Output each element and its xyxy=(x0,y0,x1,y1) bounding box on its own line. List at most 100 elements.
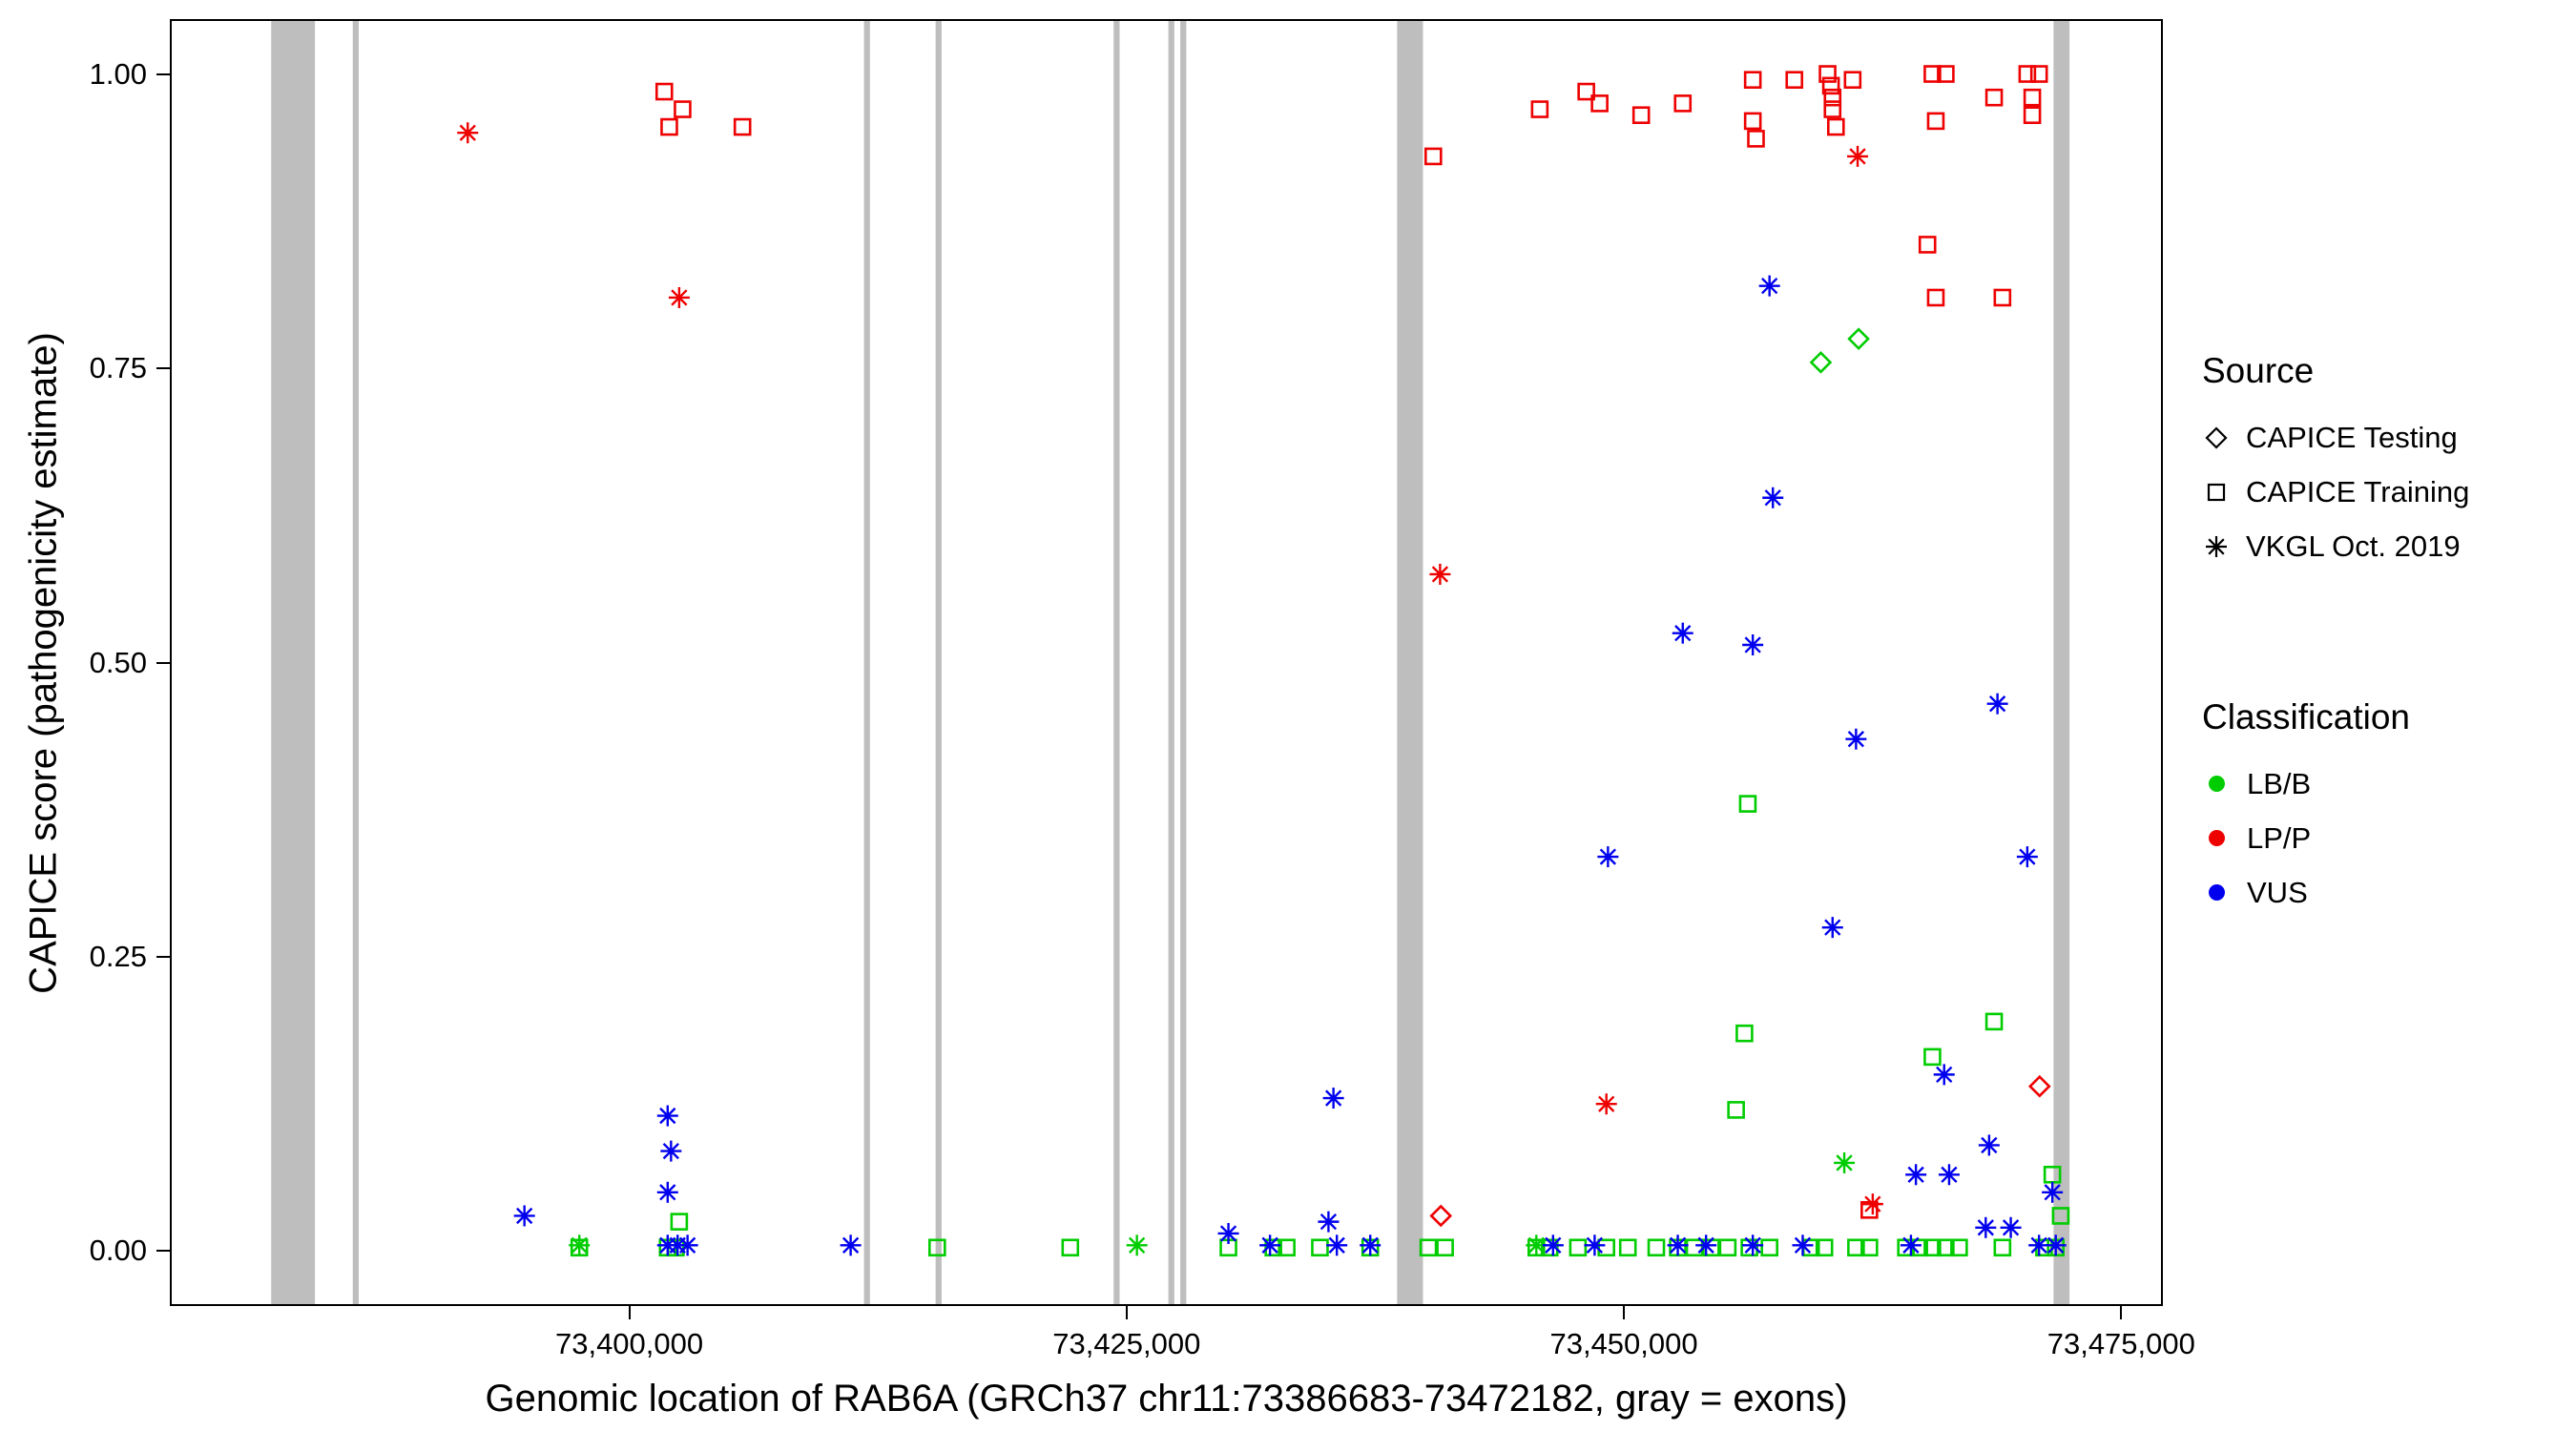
data-point-square xyxy=(2051,1207,2070,1225)
data-point-square xyxy=(1827,117,1845,136)
data-point-square xyxy=(1984,88,2004,107)
y-tick-mark xyxy=(156,955,170,958)
data-point-asterisk xyxy=(1217,1222,1239,1244)
data-point-square xyxy=(2023,88,2042,107)
exon-bar xyxy=(935,21,942,1304)
data-point-square xyxy=(1860,1200,1879,1219)
x-tick-mark xyxy=(1125,1306,1128,1319)
blue-dot-icon xyxy=(2209,884,2225,901)
data-point-square xyxy=(1926,288,1945,307)
data-point-asterisk xyxy=(1259,1234,1281,1256)
data-point-asterisk xyxy=(1834,1151,1856,1173)
legend-item-label: VUS xyxy=(2247,875,2308,909)
data-point-square xyxy=(1923,65,1942,83)
data-point-asterisk xyxy=(1318,1211,1340,1233)
data-point-diamond xyxy=(2027,1074,2051,1098)
y-tick-label: 0.00 xyxy=(89,1234,147,1268)
y-tick-mark xyxy=(156,367,170,369)
data-point-square xyxy=(1540,1238,1559,1257)
data-point-asterisk xyxy=(1742,1234,1764,1256)
data-point-square xyxy=(1311,1238,1329,1257)
exon-bar xyxy=(1397,21,1423,1304)
plot-panel xyxy=(170,19,2163,1306)
data-point-square xyxy=(1718,1238,1737,1257)
data-point-square xyxy=(1760,1238,1778,1257)
data-point-square xyxy=(1860,1238,1879,1257)
data-point-asterisk xyxy=(660,1140,682,1162)
red-dot-icon xyxy=(2209,830,2225,846)
x-tick-mark xyxy=(628,1306,631,1319)
diamond-icon xyxy=(2205,425,2228,449)
data-point-asterisk xyxy=(676,1234,698,1256)
data-point-square xyxy=(1847,1238,1865,1257)
data-point-square xyxy=(1530,100,1549,118)
data-point-asterisk xyxy=(569,1234,591,1256)
data-point-square xyxy=(1984,1012,2004,1031)
legend: Source CAPICE Testing CAPICE Training xyxy=(2202,351,2565,920)
x-tick-label: 73,400,000 xyxy=(554,1327,704,1360)
data-point-asterisk xyxy=(1360,1234,1381,1256)
y-tick-mark xyxy=(156,661,170,664)
data-point-asterisk xyxy=(2045,1234,2067,1256)
legend-item-vkgl: VKGL Oct. 2019 xyxy=(2202,519,2565,573)
data-point-square xyxy=(2029,65,2048,83)
data-point-asterisk xyxy=(668,286,690,308)
data-point-square xyxy=(928,1238,946,1257)
data-point-square xyxy=(1061,1238,1080,1257)
data-point-square xyxy=(1950,1238,1968,1257)
data-point-square xyxy=(654,82,674,101)
data-point-square xyxy=(1631,106,1651,125)
data-point-asterisk xyxy=(1542,1234,1564,1256)
data-point-asterisk xyxy=(1821,917,1843,939)
data-point-square xyxy=(670,1213,689,1231)
data-point-asterisk xyxy=(1975,1216,1997,1238)
data-point-square xyxy=(1923,1238,1942,1257)
data-point-square xyxy=(1590,94,1609,113)
legend-source-group: Source CAPICE Testing CAPICE Training xyxy=(2202,351,2565,573)
data-point-asterisk xyxy=(656,1181,678,1203)
exon-bar xyxy=(352,21,359,1304)
data-point-square xyxy=(1823,88,1842,107)
data-point-asterisk xyxy=(1900,1234,1922,1256)
data-point-square xyxy=(1821,76,1840,95)
data-point-square xyxy=(1735,1024,1754,1043)
data-point-asterisk xyxy=(656,1105,678,1127)
data-point-asterisk xyxy=(1429,563,1451,585)
x-tick-label: 73,425,000 xyxy=(1052,1327,1201,1360)
x-axis-title: Genomic location of RAB6A (GRCh37 chr11:… xyxy=(485,1378,1848,1420)
data-point-square xyxy=(1264,1238,1282,1257)
data-point-asterisk xyxy=(1978,1134,2000,1156)
data-point-asterisk xyxy=(1742,633,1764,655)
data-point-asterisk xyxy=(1792,1234,1814,1256)
legend-item-label: LB/B xyxy=(2247,766,2312,800)
data-point-square xyxy=(733,117,752,136)
legend-item-label: LP/P xyxy=(2247,820,2312,855)
plot-area xyxy=(271,21,2070,1304)
exon-bar xyxy=(2053,21,2070,1304)
data-point-square xyxy=(1740,1238,1758,1257)
square-icon xyxy=(2207,483,2226,501)
data-point-diamond xyxy=(1809,351,1833,374)
legend-item-capice-testing: CAPICE Testing xyxy=(2202,410,2565,465)
asterisk-icon xyxy=(2206,535,2227,557)
exon-bar xyxy=(1168,21,1174,1304)
data-point-square xyxy=(1618,1238,1637,1257)
y-tick-label: 1.00 xyxy=(89,56,147,91)
data-point-square xyxy=(674,100,692,118)
data-point-square xyxy=(1785,71,1804,89)
x-tick-mark xyxy=(2120,1306,2123,1319)
legend-item-vus: VUS xyxy=(2202,865,2565,920)
data-point-asterisk xyxy=(2000,1216,2022,1238)
data-point-square xyxy=(1577,82,1595,101)
legend-classification-group: Classification LB/B LP/P VUS xyxy=(2202,697,2565,920)
data-point-square xyxy=(1993,1238,2012,1257)
data-point-asterisk xyxy=(1326,1234,1348,1256)
legend-item-lpp: LP/P xyxy=(2202,811,2565,865)
data-point-asterisk xyxy=(1847,145,1869,167)
data-point-square xyxy=(2023,106,2042,125)
data-point-square xyxy=(1743,71,1762,89)
data-point-asterisk xyxy=(1672,622,1693,644)
data-point-square xyxy=(1568,1238,1588,1257)
data-point-square xyxy=(2018,65,2037,83)
